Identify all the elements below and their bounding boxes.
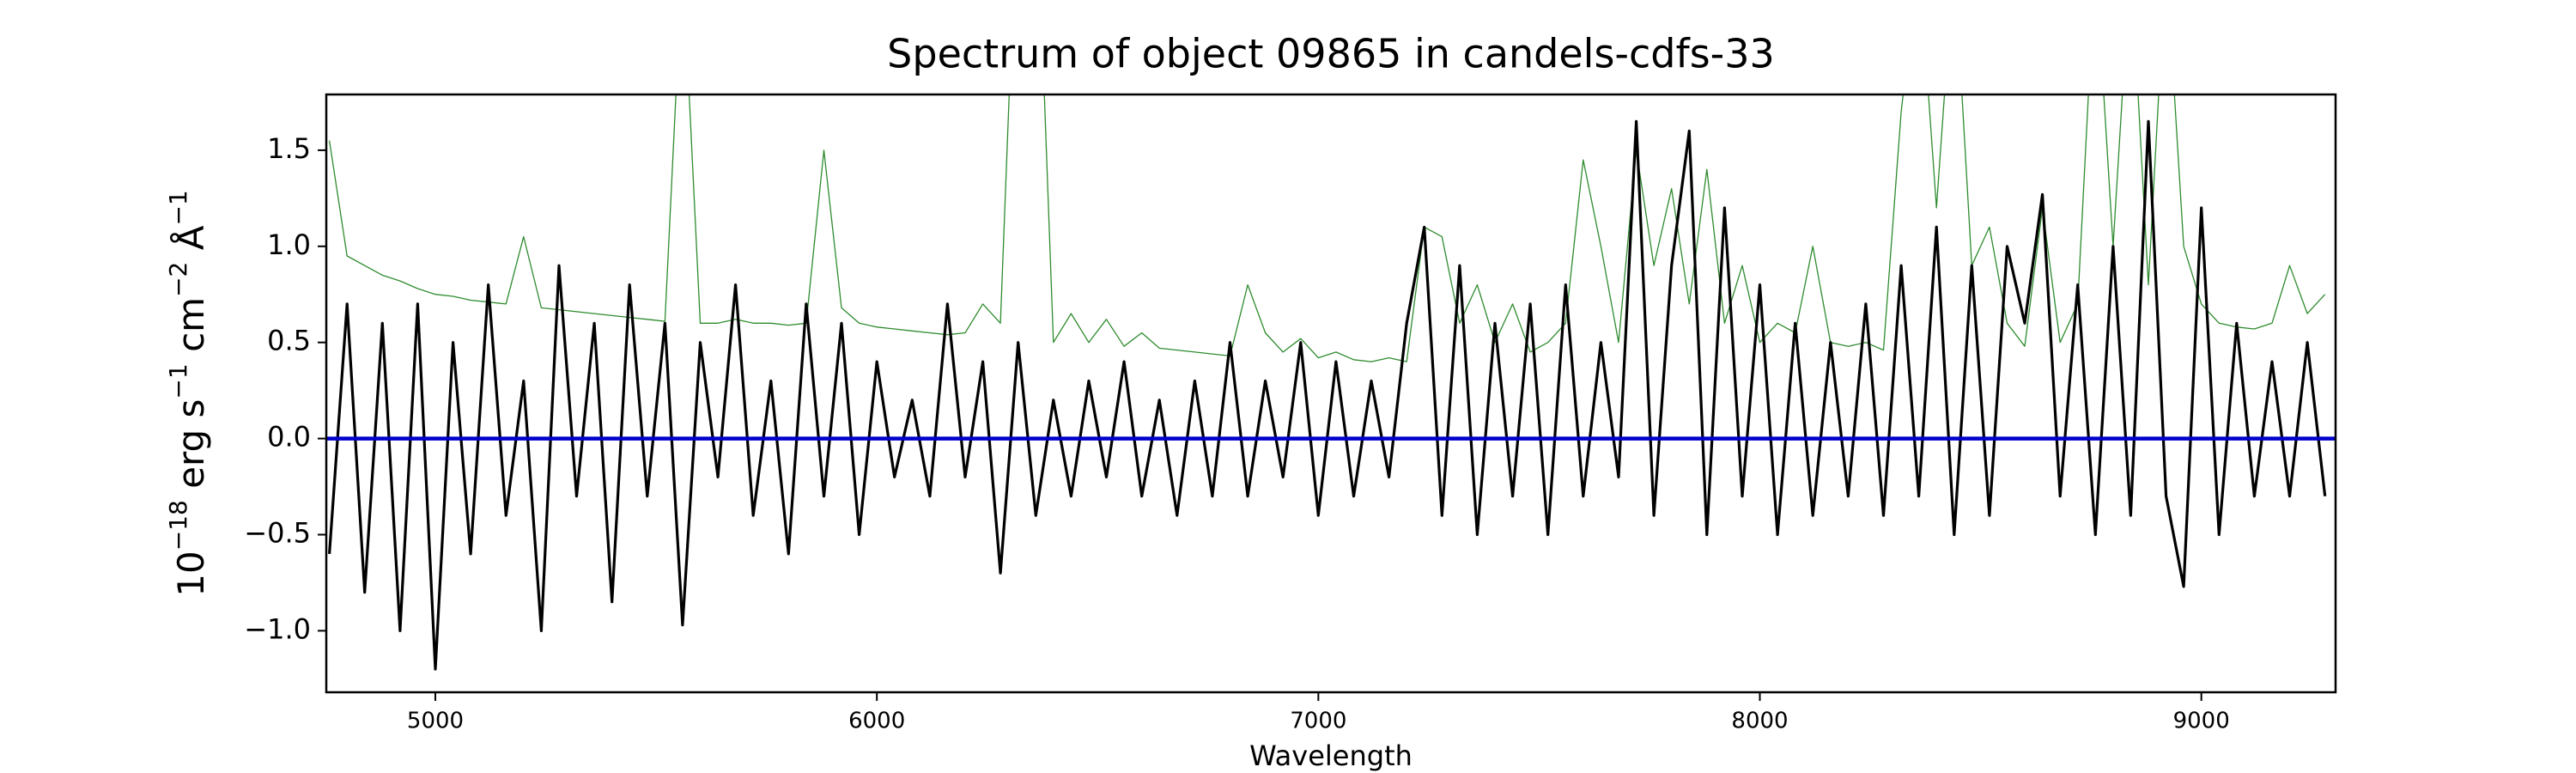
y-label-superscript: −18 (164, 500, 192, 551)
x-tick-label: 5000 (407, 709, 464, 734)
spectrum-line (328, 94, 2326, 362)
y-label-text: 10 (170, 551, 212, 596)
y-label-superscript: −1 (164, 190, 192, 225)
y-label-text: erg s (170, 399, 212, 501)
x-tick-label: 9000 (2173, 709, 2230, 734)
plot-area (326, 94, 2336, 671)
y-label-superscript: −2 (164, 262, 192, 297)
y-axis-label: 10−18 erg s−1 cm−2 Å−1 (164, 190, 212, 596)
x-tick-label: 7000 (1290, 709, 1346, 734)
y-label-superscript: −1 (164, 363, 192, 399)
y-label-text: Å (169, 225, 212, 261)
y-label-text: cm (170, 297, 212, 363)
axes-frame (325, 93, 2337, 694)
x-axis-label: Wavelength (1249, 740, 1413, 772)
y-tick-label: 0.0 (267, 421, 311, 453)
y-tick-label: 1.5 (267, 132, 311, 165)
chart-title: Spectrum of object 09865 in candels-cdfs… (887, 31, 1775, 77)
y-tick-label: −0.5 (244, 516, 311, 549)
x-tick-label: 8000 (1731, 709, 1788, 734)
x-tick-label: 6000 (848, 709, 905, 734)
y-tick-label: 0.5 (267, 325, 311, 357)
y-tick-label: −1.0 (244, 612, 311, 645)
y-tick-label: 1.0 (267, 228, 311, 261)
